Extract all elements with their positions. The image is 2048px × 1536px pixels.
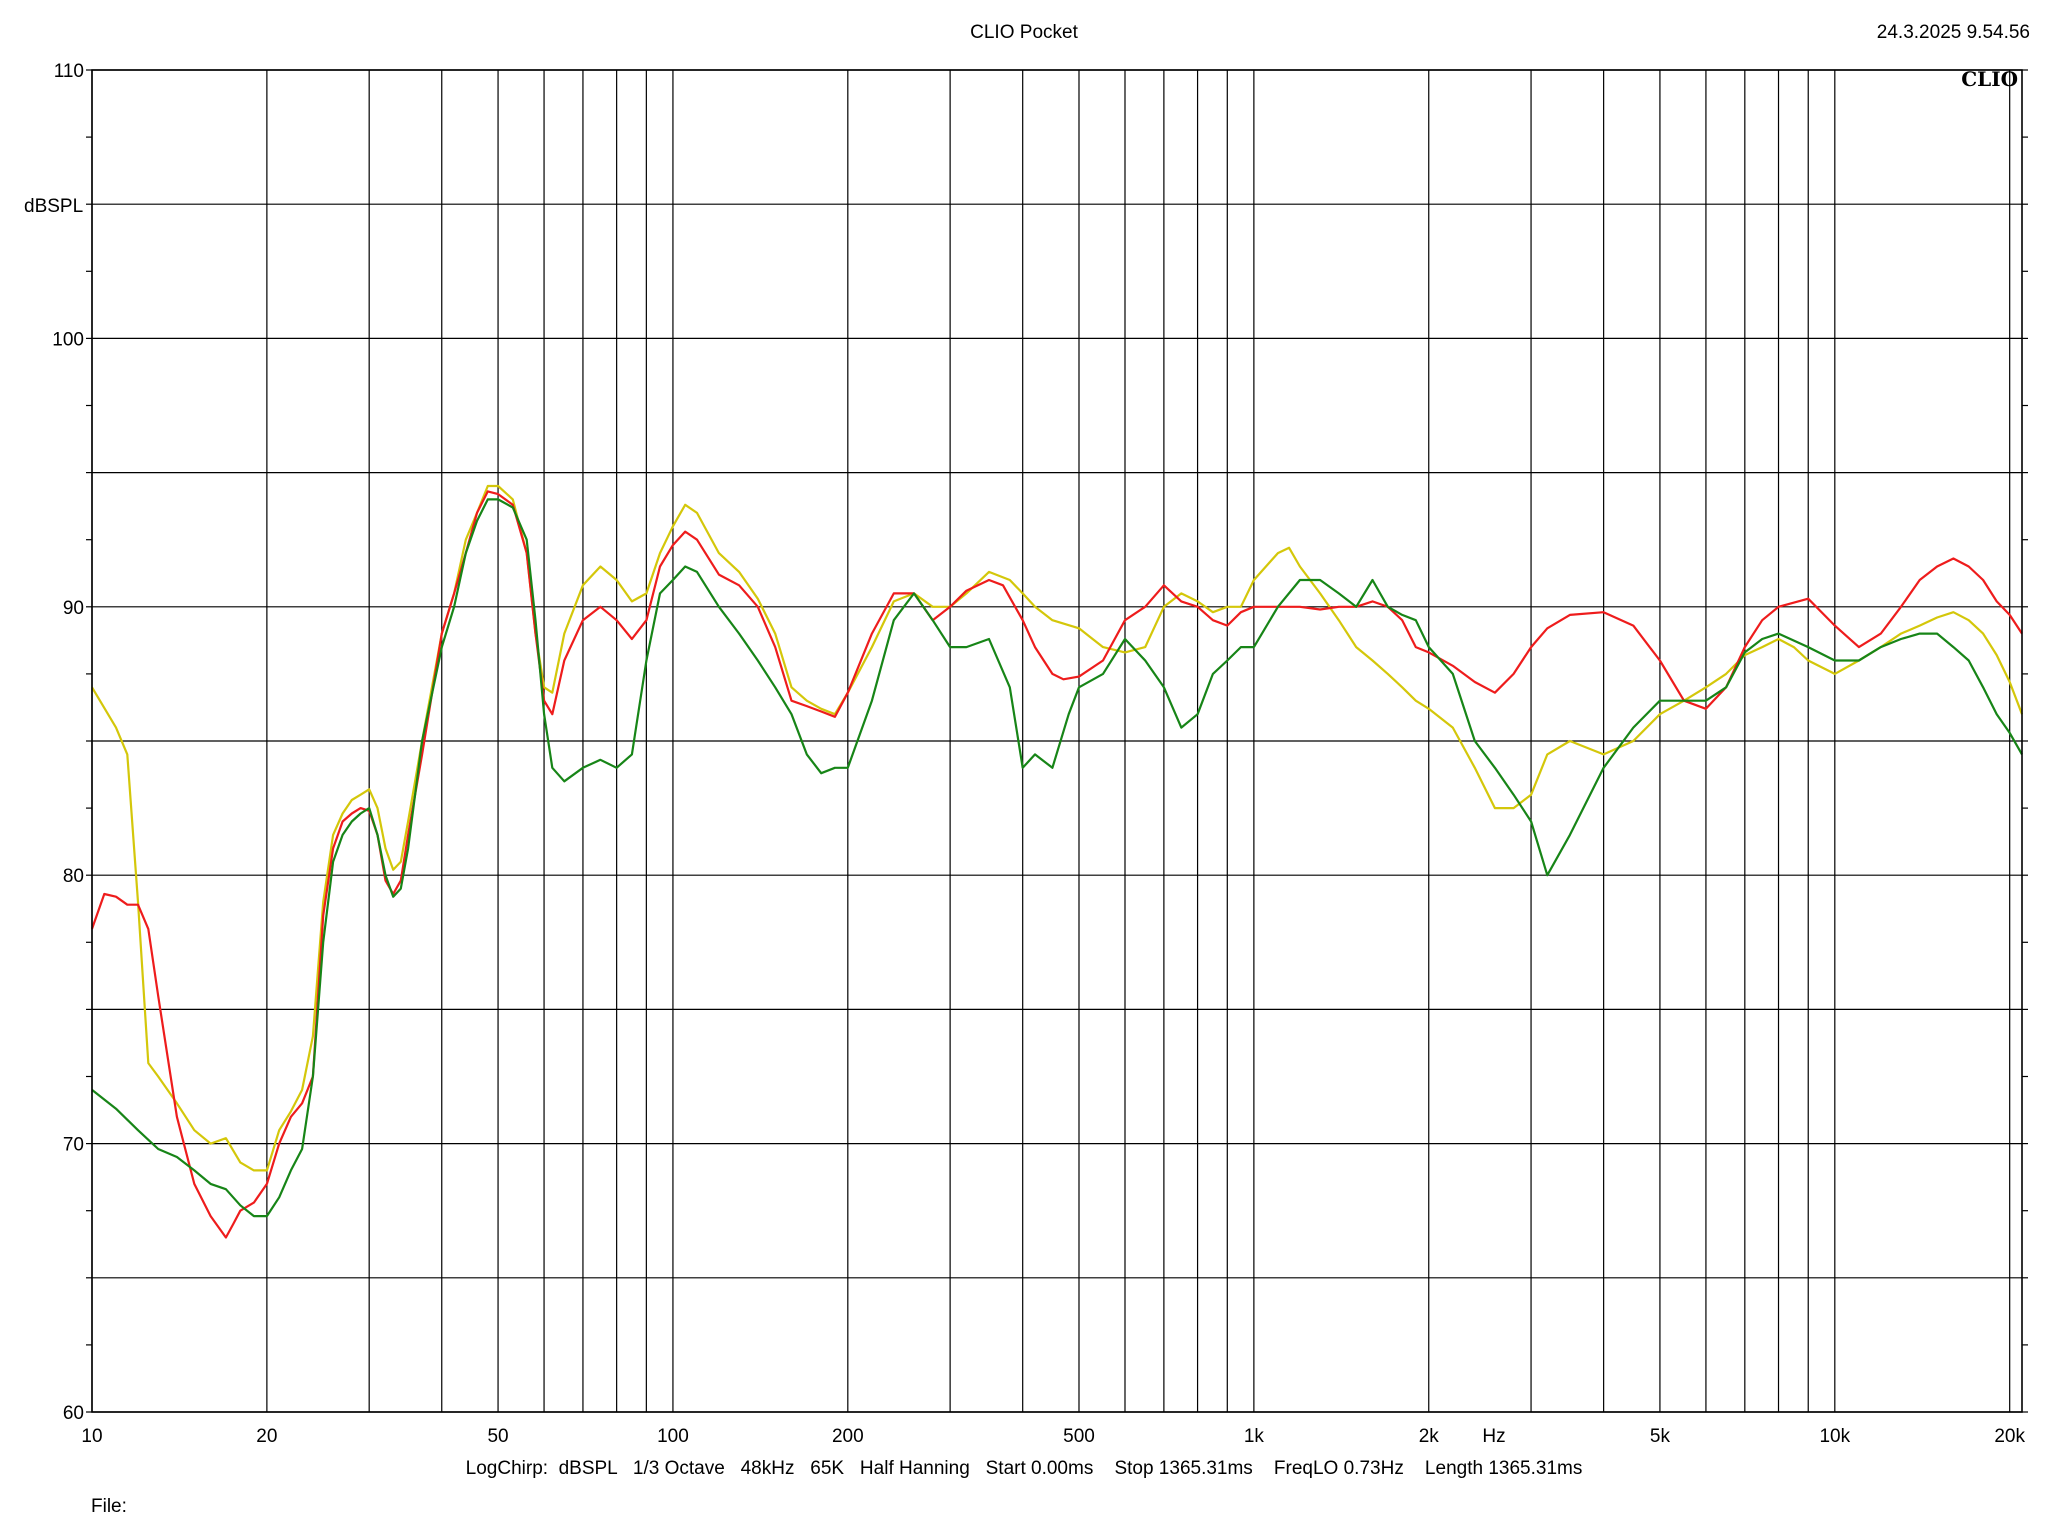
file-label: File: xyxy=(91,1496,127,1517)
series-line-3 xyxy=(91,498,2023,1218)
measurement-settings: LogChirp: dBSPL 1/3 Octave 48kHz 65K Hal… xyxy=(465,1458,1583,1479)
x-tick-label: 20k xyxy=(1994,1426,2025,1447)
x-tick-label: 200 xyxy=(832,1426,864,1447)
y-tick-label: 90 xyxy=(63,598,84,619)
timestamp: 24.3.2025 9.54.56 xyxy=(1876,22,2030,43)
y-tick-label: 80 xyxy=(63,866,84,887)
series-line-1 xyxy=(91,484,2024,1172)
x-tick-label: 10k xyxy=(1819,1426,1850,1447)
tick-labels: 10 20 50 100 200 500 1k 2k 5k 10k 20k 60 70 80 90 100 11… xyxy=(52,61,2025,1447)
y-axis-label: dBSPL xyxy=(24,196,83,217)
x-tick-label: 50 xyxy=(487,1426,508,1447)
y-tick-label: 60 xyxy=(63,1403,84,1424)
x-tick-label: 10 xyxy=(81,1426,102,1447)
x-axis-label: Hz xyxy=(1482,1426,1505,1447)
x-tick-label: 1k xyxy=(1244,1426,1265,1447)
series-lines xyxy=(90,484,2024,1239)
app-title: CLIO Pocket xyxy=(970,22,1078,43)
axis-ticks xyxy=(86,69,2028,1413)
grid xyxy=(91,69,2022,1413)
y-tick-label: 100 xyxy=(52,329,84,350)
x-tick-label: 20 xyxy=(256,1426,277,1447)
y-tick-label: 110 xyxy=(54,61,84,82)
x-tick-label: 100 xyxy=(657,1426,689,1447)
brand-logo: CLIO xyxy=(1961,67,2018,91)
x-tick-label: 5k xyxy=(1650,1426,1671,1447)
series-line-2 xyxy=(90,490,2023,1239)
x-tick-label: 2k xyxy=(1419,1426,1440,1447)
y-tick-label: 70 xyxy=(63,1135,84,1156)
x-tick-label: 500 xyxy=(1063,1426,1095,1447)
